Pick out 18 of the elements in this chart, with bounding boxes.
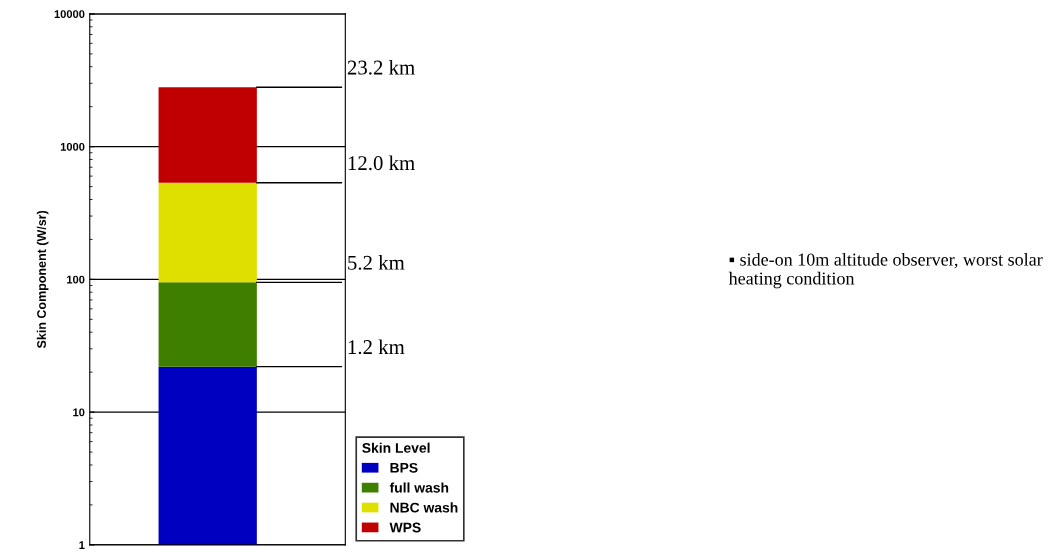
legend-title: Skin Level: [362, 442, 430, 453]
legend-label: WPS: [389, 522, 421, 533]
text: 12.0 km: [348, 155, 415, 171]
text: 23.2 km: [347, 59, 415, 75]
y-tick-label: 100: [67, 275, 85, 284]
text: 1.2 km: [348, 339, 405, 355]
y-axis-title: Skin Component (W/sr): [36, 210, 49, 349]
y-tick-label: 10: [73, 408, 85, 417]
text: ▪ side-on 10m altitude observer, worst solar heating condition: [728, 252, 1043, 289]
bar: [158, 182, 257, 283]
y-tick-label: 1: [79, 541, 85, 549]
legend-label: NBC wash: [390, 502, 458, 513]
bar: [158, 87, 257, 183]
y-tick-label: 1000: [60, 142, 85, 151]
text: 5.2 km: [348, 255, 405, 270]
legend-label: full wash: [389, 482, 449, 493]
legend-label: BPS: [390, 462, 418, 473]
y-tick-label: 10000: [54, 10, 85, 19]
